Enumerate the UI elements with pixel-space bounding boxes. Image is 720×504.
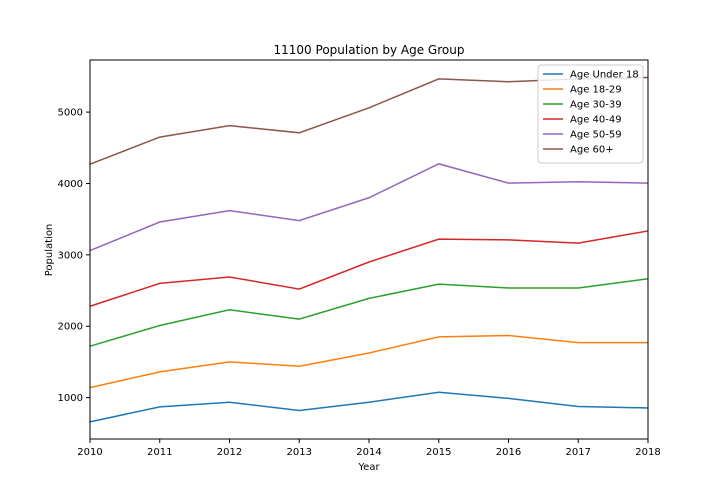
x-axis-title: Year xyxy=(357,462,380,473)
legend-label-0: Age Under 18 xyxy=(570,70,639,81)
x-tick-label: 2014 xyxy=(356,447,381,458)
series-line-4 xyxy=(89,163,649,252)
y-tick-label: 5000 xyxy=(58,108,83,119)
y-tick-label: 1000 xyxy=(58,393,83,404)
y-tick-label: 3000 xyxy=(58,250,83,261)
y-axis-title: Population xyxy=(44,224,55,277)
x-tick-label: 2016 xyxy=(496,447,521,458)
series-line-1 xyxy=(89,334,648,389)
chart-title: 11100 Population by Age Group xyxy=(274,43,465,57)
legend-label-4: Age 50-59 xyxy=(570,130,622,141)
legend-label-3: Age 40-49 xyxy=(570,115,622,126)
y-axis: 1000 2000 3000 4000 5000 xyxy=(58,108,90,404)
legend-box xyxy=(537,64,644,164)
x-tick-label: 2018 xyxy=(635,447,660,458)
x-tick-label: 2011 xyxy=(147,447,172,458)
y-tick-label: 2000 xyxy=(58,322,83,333)
legend-label-5: Age 60+ xyxy=(570,145,614,156)
series-line-3 xyxy=(89,230,649,307)
x-tick-label: 2010 xyxy=(77,447,102,458)
legend-label-1: Age 18-29 xyxy=(570,85,622,96)
x-tick-label: 2012 xyxy=(217,447,242,458)
legend-label-2: Age 30-39 xyxy=(570,100,622,111)
x-tick-label: 2017 xyxy=(566,447,591,458)
series-line-0 xyxy=(89,391,649,423)
x-axis: 2010 2011 2012 2013 2014 2015 2016 2017 2018 xyxy=(77,439,661,458)
y-tick-label: 4000 xyxy=(58,179,83,190)
series-line-2 xyxy=(89,278,649,347)
x-tick-label: 2015 xyxy=(426,447,451,458)
legend: Age Under 18 Age 18-29 Age 30-39 Age 40-49 A… xyxy=(537,64,644,164)
x-tick-label: 2013 xyxy=(287,447,312,458)
